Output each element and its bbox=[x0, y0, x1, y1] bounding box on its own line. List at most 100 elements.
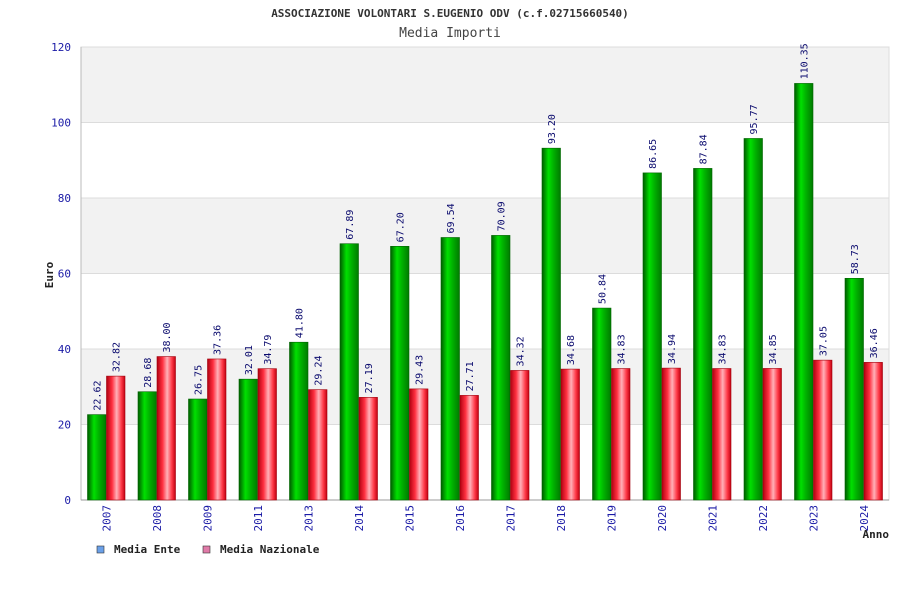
data-label: 37.36 bbox=[213, 325, 224, 355]
data-label: 26.75 bbox=[194, 365, 205, 395]
x-tick-label: 2020 bbox=[656, 505, 669, 532]
bar-media-ente bbox=[592, 307, 612, 501]
plot-band bbox=[81, 122, 889, 198]
y-axis-label: Euro bbox=[43, 261, 56, 288]
x-tick-label: 2018 bbox=[555, 505, 568, 532]
data-label: 27.71 bbox=[465, 361, 476, 391]
bar-media-ente bbox=[87, 414, 107, 501]
x-tick-label: 2016 bbox=[454, 505, 467, 532]
data-label: 32.82 bbox=[112, 342, 123, 372]
data-label: 34.94 bbox=[667, 334, 678, 364]
bar-media-nazionale bbox=[106, 375, 126, 501]
data-label: 86.65 bbox=[648, 139, 659, 169]
data-label: 27.19 bbox=[364, 363, 375, 393]
x-tick-label: 2022 bbox=[757, 505, 770, 532]
x-tick-label: 2019 bbox=[605, 505, 618, 532]
x-tick-label: 2008 bbox=[151, 505, 164, 532]
bar-media-ente bbox=[794, 83, 814, 501]
y-tick-label: 40 bbox=[58, 343, 71, 356]
x-tick-label: 2015 bbox=[403, 505, 416, 532]
legend-swatch-media-ente bbox=[96, 545, 105, 554]
bar-media-nazionale bbox=[813, 359, 833, 501]
bar-media-ente bbox=[541, 147, 561, 501]
bars bbox=[87, 83, 883, 501]
data-label: 58.73 bbox=[850, 244, 861, 274]
data-label: 38.00 bbox=[162, 322, 173, 352]
data-label: 67.89 bbox=[345, 210, 356, 240]
x-tick-label: 2023 bbox=[807, 505, 820, 532]
data-label: 34.68 bbox=[566, 335, 577, 365]
data-label: 87.84 bbox=[699, 134, 710, 164]
data-label: 67.20 bbox=[396, 212, 407, 242]
bar-media-nazionale bbox=[409, 388, 429, 501]
data-label: 29.43 bbox=[415, 355, 426, 385]
data-label: 34.85 bbox=[768, 334, 779, 364]
bar-media-ente bbox=[137, 391, 157, 501]
plot-band bbox=[81, 198, 889, 274]
bar-media-ente bbox=[844, 277, 864, 501]
x-tick-label: 2013 bbox=[302, 505, 315, 532]
bar-media-nazionale bbox=[863, 362, 883, 501]
bar-media-ente bbox=[491, 235, 511, 501]
bar-media-nazionale bbox=[661, 367, 681, 501]
data-label: 34.32 bbox=[516, 336, 527, 366]
x-tick-label: 2014 bbox=[353, 505, 366, 532]
bar-media-ente bbox=[693, 168, 713, 501]
bar-media-ente bbox=[238, 378, 258, 501]
legend-label-media-nazionale: Media Nazionale bbox=[220, 543, 320, 556]
data-label: 34.83 bbox=[718, 334, 729, 364]
data-label: 37.05 bbox=[819, 326, 830, 356]
bar-media-ente bbox=[339, 243, 359, 501]
chart-title: ASSOCIAZIONE VOLONTARI S.EUGENIO ODV (c.… bbox=[271, 7, 629, 20]
data-label: 93.20 bbox=[547, 114, 558, 144]
x-tick-label: 2024 bbox=[858, 505, 871, 532]
bar-media-ente bbox=[188, 398, 208, 501]
bar-media-nazionale bbox=[257, 368, 277, 501]
y-tick-label: 80 bbox=[58, 192, 71, 205]
x-tick-label: 2009 bbox=[201, 505, 214, 532]
data-label: 34.79 bbox=[263, 335, 274, 365]
y-tick-label: 60 bbox=[58, 268, 71, 281]
bar-media-nazionale bbox=[308, 389, 328, 501]
legend-label-media-ente: Media Ente bbox=[114, 543, 181, 556]
bar-media-ente bbox=[289, 341, 309, 501]
bar-media-nazionale bbox=[712, 368, 732, 501]
data-label: 95.77 bbox=[749, 104, 760, 134]
x-tick-label: 2011 bbox=[252, 505, 265, 532]
data-label: 36.46 bbox=[869, 328, 880, 358]
data-label: 29.24 bbox=[314, 356, 325, 386]
legend: Media Ente Media Nazionale bbox=[96, 543, 320, 556]
bar-media-ente bbox=[743, 138, 763, 501]
y-tick-label: 100 bbox=[51, 117, 71, 130]
bar-media-ente bbox=[390, 246, 410, 501]
bar-media-nazionale bbox=[611, 368, 631, 501]
bar-media-ente bbox=[440, 237, 460, 501]
bar-media-nazionale bbox=[459, 395, 479, 501]
data-label: 34.83 bbox=[617, 334, 628, 364]
data-label: 28.68 bbox=[143, 358, 154, 388]
y-axis-ticks: 0 20 40 60 80 100 120 bbox=[51, 41, 71, 507]
x-axis-ticks: 2007 2008 2009 2011 2013 2014 2015 2016 2017 2018… bbox=[100, 505, 871, 532]
data-label: 110.35 bbox=[800, 43, 811, 79]
data-label: 70.09 bbox=[497, 201, 508, 231]
data-label: 32.01 bbox=[244, 345, 255, 375]
data-labels: 22.62 32.82 28.68 38.00 26.75 37.36 32.01 34.79… bbox=[93, 43, 881, 410]
chart-subtitle: Media Importi bbox=[399, 26, 501, 41]
x-axis-label: Anno bbox=[863, 528, 890, 541]
x-tick-label: 2021 bbox=[706, 505, 719, 532]
data-label: 50.84 bbox=[598, 274, 609, 304]
data-label: 22.62 bbox=[93, 381, 104, 411]
y-tick-label: 20 bbox=[58, 419, 71, 432]
x-tick-label: 2007 bbox=[100, 505, 113, 532]
y-tick-label: 120 bbox=[51, 41, 71, 54]
legend-swatch-media-nazionale bbox=[202, 545, 211, 554]
data-label: 69.54 bbox=[446, 203, 457, 233]
bar-media-nazionale bbox=[207, 358, 227, 501]
y-tick-label: 0 bbox=[64, 494, 71, 507]
plot-band bbox=[81, 47, 889, 123]
x-tick-label: 2017 bbox=[504, 505, 517, 532]
bar-media-ente bbox=[642, 172, 662, 501]
data-label: 41.80 bbox=[295, 308, 306, 338]
